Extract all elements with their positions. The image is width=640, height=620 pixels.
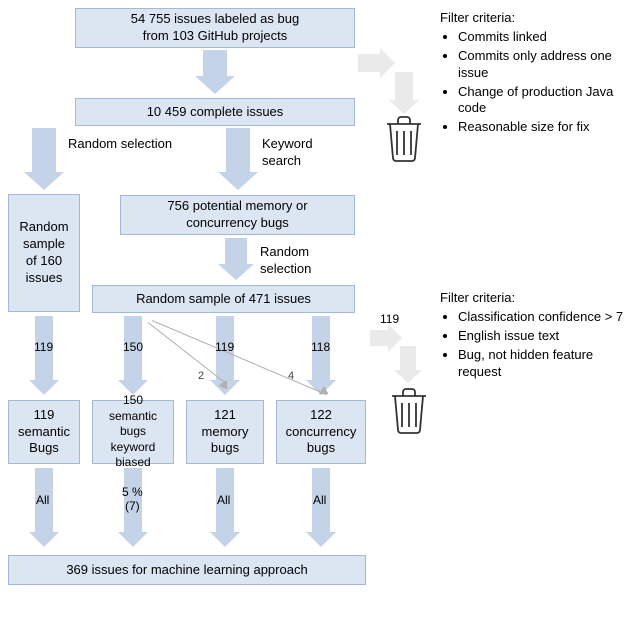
trash-icon-1 [384,112,424,165]
filter2-item: Classification confidence > 7 [458,309,635,326]
box-random160: Randomsampleof 160issues [8,194,80,312]
label-119a: 119 [34,340,53,354]
arrow-filter1-to-trash [358,54,395,78]
filter1-item: Commits linked [458,29,635,46]
arrow-con122-to-final [306,468,336,547]
filter2-item: English issue text [458,328,635,345]
box-random160-text: Randomsampleof 160issues [19,219,68,287]
label-150: 150 [123,340,143,354]
arrow-filter2-to-trash [370,330,402,352]
filter1-title: Filter criteria: [440,10,515,25]
filter1-item: Commits only address one issue [458,48,635,82]
filter2-title: Filter criteria: [440,290,515,305]
arrow-complete-to-potential756 [218,128,258,190]
arrow-filter2-down-head [394,370,422,383]
box-random471: Random sample of 471 issues [92,285,355,313]
box-con122-text: 122concurrencybugs [286,407,357,458]
box-top: 54 755 issues labeled as bugfrom 103 Git… [75,8,355,48]
box-con122: 122concurrencybugs [276,400,366,464]
label-118: 118 [311,340,330,354]
filter1-item: Change of production Java code [458,84,635,118]
label-119b: 119 [215,340,234,354]
arrow-471-to-sem119 [29,316,59,395]
label-5pc: 5 %(7) [122,485,143,513]
box-final: 369 issues for machine learning approach [8,555,366,585]
box-complete: 10 459 complete issues [75,98,355,126]
box-sem119: 119semanticBugs [8,400,80,464]
label-all1: All [36,493,49,507]
filter1-item: Reasonable size for fix [458,119,635,136]
arrow-471-to-sem150 [118,316,148,395]
filter-criteria-2: Filter criteria: Classification confiden… [440,290,635,382]
box-potential756: 756 potential memory orconcurrency bugs [120,195,355,235]
filter2-list: Classification confidence > 7 English is… [440,309,635,381]
label-random-selection-2: Randomselection [260,244,311,278]
arrow-filter2-down-shaft [400,346,416,370]
arrow-sem119-to-final [29,468,59,547]
arrow-756-to-471 [218,238,254,280]
box-mem121: 121memorybugs [186,400,264,464]
box-sem150-text: 150 semanticbugskeywordbiased [99,393,167,471]
filter2-item: Bug, not hidden feature request [458,347,635,381]
diag-num-2: 2 [198,370,204,382]
filter-criteria-1: Filter criteria: Commits linked Commits … [440,10,635,138]
label-keyword-search: Keywordsearch [262,136,313,170]
arrow-filter1-down-shaft [395,72,413,100]
diag-num-4: 4 [288,370,294,382]
arrow-471-to-con122 [306,316,336,395]
box-mem121-text: 121memorybugs [202,407,249,458]
box-sem119-text: 119semanticBugs [18,407,70,458]
box-top-text: 54 755 issues labeled as bugfrom 103 Git… [131,11,299,45]
box-random471-text: Random sample of 471 issues [136,291,311,308]
label-all4: All [313,493,326,507]
box-potential756-text: 756 potential memory orconcurrency bugs [167,198,307,232]
arrow-top-to-complete [195,50,235,94]
label-all3: All [217,493,230,507]
trash-icon-2 [389,384,429,437]
filter1-list: Commits linked Commits only address one … [440,29,635,136]
label-random-selection-1: Random selection [68,136,188,153]
box-sem150: 150 semanticbugskeywordbiased [92,400,174,464]
arrow-complete-to-random160 [24,128,64,190]
arrow-mem121-to-final [210,468,240,547]
box-final-text: 369 issues for machine learning approach [66,562,307,579]
label-119c: 119 [380,312,399,326]
box-complete-text: 10 459 complete issues [147,104,284,121]
